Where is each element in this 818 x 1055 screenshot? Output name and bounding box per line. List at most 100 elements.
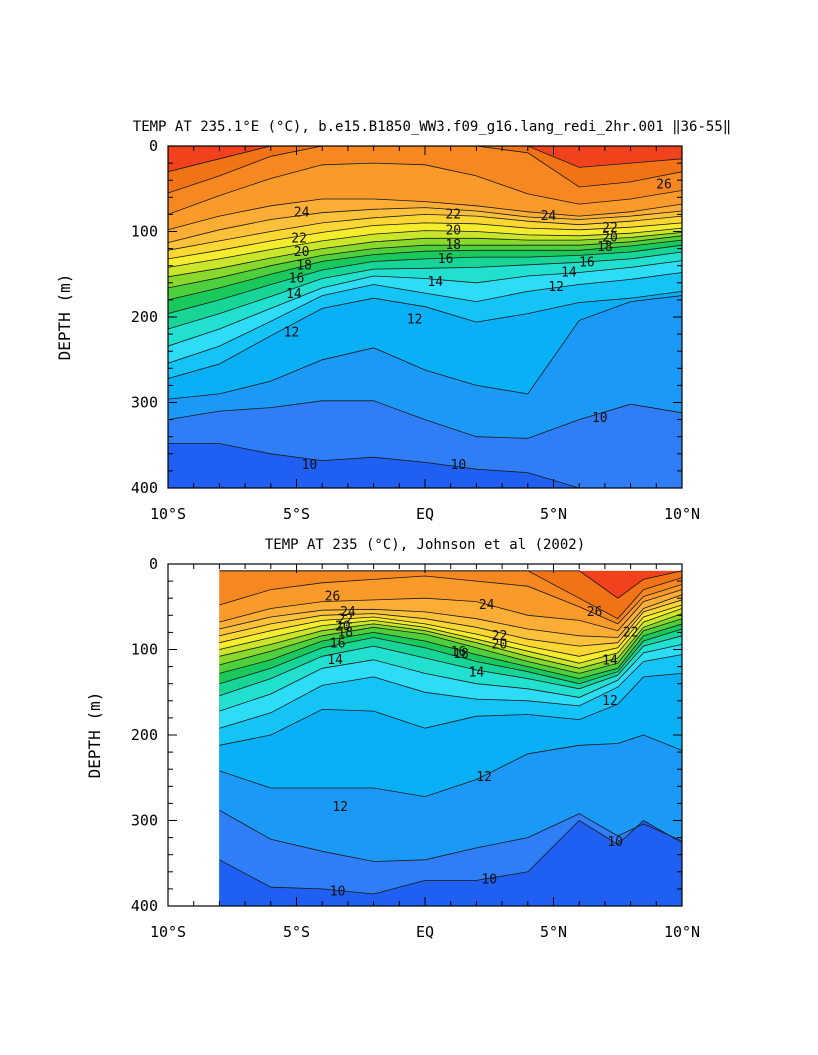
contour-label: 10 [607,835,623,850]
contour-label: 14 [602,654,618,669]
isotherm-line [168,295,682,400]
contour-label: 12 [407,313,423,328]
isotherm-line [219,623,682,680]
isotherm-line [219,575,682,625]
y-tick-label: 300 [131,394,158,412]
contour-label: 14 [327,653,343,668]
y-tick-label: 0 [149,555,158,573]
contour-label: 22 [623,625,639,640]
y-tick-label: 400 [131,897,158,915]
x-tick-label: 10°S [150,505,186,523]
contour-label: 12 [602,694,618,709]
isotherm-line [219,604,682,657]
isotherm-line [168,232,682,278]
contour-label: 20 [602,231,618,246]
isotherm-line [168,251,682,330]
contour-label: 12 [548,280,564,295]
contour-label: 10 [302,458,318,473]
y-axis-label: DEPTH (m) [55,274,74,361]
contour-label: 16 [289,272,305,287]
contour-label: 10 [451,458,467,473]
contour-label: 24 [294,206,310,221]
y-axis-label: DEPTH (m) [85,692,104,779]
isotherm-line [168,260,682,347]
contour-label: 26 [325,590,341,605]
y-tick-label: 100 [131,223,158,241]
contour-label: 12 [284,325,300,340]
contour-label: 26 [656,178,672,193]
contour-label: 18 [296,259,312,274]
contour-label: 20 [335,619,351,634]
isotherm-line [219,570,682,620]
contour-label: 10 [592,411,608,426]
x-tick-label: 5°S [283,923,310,941]
isotherm-line [168,227,682,268]
y-tick-label: 0 [149,137,158,155]
y-tick-label: 200 [131,308,158,326]
isotherm-line [168,443,682,488]
isotherm-line [168,235,682,289]
y-tick-label: 300 [131,812,158,830]
x-tick-label: 5°N [540,505,567,523]
contour-label: 24 [479,598,495,613]
x-tick-label: 10°N [664,505,700,523]
isotherm-line [219,809,682,862]
contour-label: 10 [481,873,497,888]
y-tick-label: 100 [131,641,158,659]
isotherm-line [219,608,682,664]
isotherm-line [219,635,682,697]
isotherm-line [219,819,682,895]
contour-label: 22 [492,629,508,644]
isotherm-line [168,239,682,301]
contour-label: 12 [332,800,348,815]
isotherm-line [168,213,682,251]
contour-label: 22 [337,613,353,628]
x-tick-label: 5°S [283,505,310,523]
contour-label: 16 [438,252,454,267]
contour-label: 22 [291,231,307,246]
contour-label: 14 [427,275,443,290]
contour-label: 20 [492,637,508,652]
contour-label: 18 [337,625,353,640]
contour-label: 20 [445,224,461,239]
contour-label: 16 [451,645,467,660]
contour-label: 22 [445,207,461,222]
contour-label: 14 [561,266,577,281]
y-tick-label: 200 [131,726,158,744]
contour-label: 20 [294,245,310,260]
observed-temperature-section: TEMP AT 235 (°C), Johnson et al (2002) 2… [85,537,700,941]
isotherm-line [219,594,682,638]
isotherm-line [219,589,682,632]
contour-label: 10 [330,885,346,900]
x-tick-label: EQ [416,505,434,523]
contour-label: 26 [587,605,603,620]
isotherm-line [219,599,682,647]
panel-title: TEMP AT 235.1°E (°C), b.e15.B1850_WW3.f0… [133,119,731,135]
contour-label: 24 [541,209,557,224]
isotherm-line [168,222,682,260]
x-tick-label: 10°S [150,923,186,941]
contour-label: 14 [469,666,485,681]
panel-title: TEMP AT 235 (°C), Johnson et al (2002) [265,537,585,553]
isotherm-line [168,207,682,243]
contour-label: 22 [602,221,618,236]
band-fill [168,443,682,488]
isotherm-line [219,618,682,674]
isotherm-line [168,162,682,215]
contour-label: 24 [340,605,356,620]
isotherm-line [219,673,682,746]
contour-label: 16 [579,255,595,270]
model-temperature-section: TEMP AT 235.1°E (°C), b.e15.B1850_WW3.f0… [55,119,731,523]
contour-label: 18 [597,240,613,255]
isotherm-line [168,146,682,173]
x-tick-label: 10°N [664,923,700,941]
isotherm-line [168,198,682,231]
contour-label: 14 [286,287,302,302]
isotherm-line [168,244,682,314]
isotherm-line [219,734,682,798]
isotherm-line [219,654,682,729]
isotherm-line [168,291,682,379]
contour-label: 18 [453,647,469,662]
contour-label: 12 [476,770,492,785]
